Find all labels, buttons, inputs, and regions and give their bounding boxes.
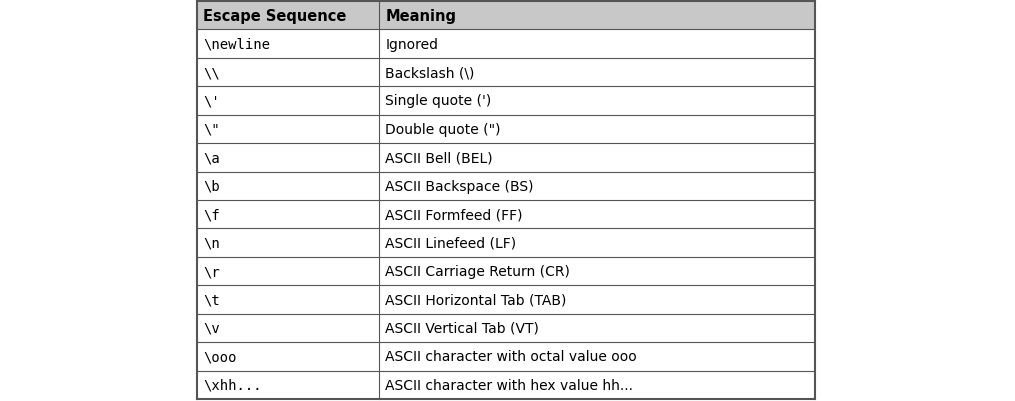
Bar bbox=[197, 200, 815, 229]
Text: \xhh...: \xhh... bbox=[203, 378, 262, 392]
Text: Meaning: Meaning bbox=[386, 9, 457, 24]
Text: Ignored: Ignored bbox=[386, 38, 438, 51]
Text: \r: \r bbox=[203, 264, 220, 278]
Bar bbox=[197, 371, 815, 399]
Bar bbox=[197, 30, 815, 59]
Text: ASCII Backspace (BS): ASCII Backspace (BS) bbox=[386, 179, 534, 193]
Text: \t: \t bbox=[203, 293, 220, 307]
Text: ASCII Horizontal Tab (TAB): ASCII Horizontal Tab (TAB) bbox=[386, 293, 566, 307]
Text: \\: \\ bbox=[203, 66, 220, 80]
Text: \newline: \newline bbox=[203, 38, 270, 51]
Bar bbox=[197, 257, 815, 286]
Text: \b: \b bbox=[203, 179, 220, 193]
Text: ASCII Carriage Return (CR): ASCII Carriage Return (CR) bbox=[386, 264, 570, 278]
Text: \': \' bbox=[203, 94, 220, 108]
Bar bbox=[197, 115, 815, 144]
Bar bbox=[197, 144, 815, 172]
Text: ASCII Vertical Tab (VT): ASCII Vertical Tab (VT) bbox=[386, 321, 539, 335]
Text: ASCII character with octal value ooo: ASCII character with octal value ooo bbox=[386, 350, 637, 363]
Text: Single quote ('): Single quote (') bbox=[386, 94, 491, 108]
Bar bbox=[197, 2, 815, 30]
Bar bbox=[197, 342, 815, 371]
Text: ASCII Formfeed (FF): ASCII Formfeed (FF) bbox=[386, 208, 523, 222]
Text: ASCII character with hex value hh...: ASCII character with hex value hh... bbox=[386, 378, 633, 392]
Text: \n: \n bbox=[203, 236, 220, 250]
Text: Double quote ("): Double quote (") bbox=[386, 123, 500, 137]
Text: Backslash (\): Backslash (\) bbox=[386, 66, 475, 80]
Text: \ooo: \ooo bbox=[203, 350, 236, 363]
Text: \v: \v bbox=[203, 321, 220, 335]
Bar bbox=[197, 314, 815, 342]
Text: ASCII Bell (BEL): ASCII Bell (BEL) bbox=[386, 151, 493, 165]
Text: Escape Sequence: Escape Sequence bbox=[203, 9, 346, 24]
Bar bbox=[197, 286, 815, 314]
Text: ASCII Linefeed (LF): ASCII Linefeed (LF) bbox=[386, 236, 517, 250]
Text: \": \" bbox=[203, 123, 220, 137]
Bar bbox=[197, 59, 815, 87]
Bar bbox=[197, 172, 815, 200]
Text: \f: \f bbox=[203, 208, 220, 222]
Bar bbox=[197, 229, 815, 257]
Bar bbox=[197, 87, 815, 115]
Text: \a: \a bbox=[203, 151, 220, 165]
